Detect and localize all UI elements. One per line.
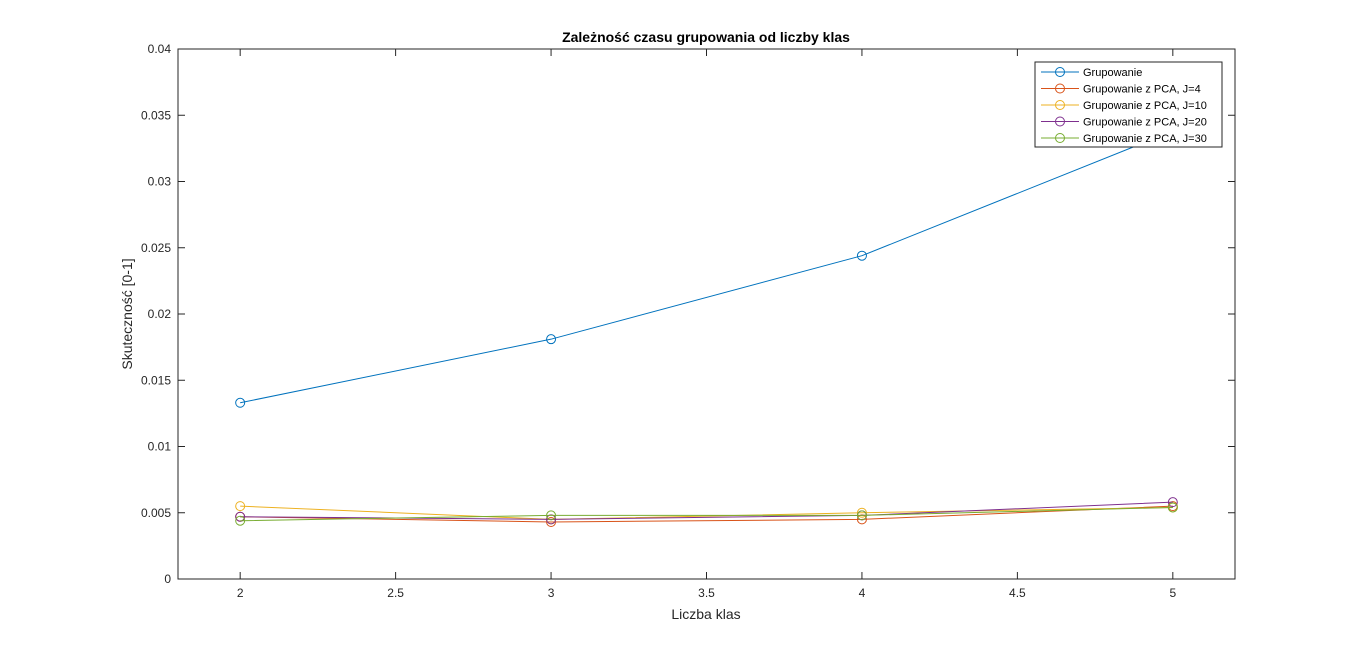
y-tick-label: 0.02 [148, 307, 172, 321]
y-tick-label: 0.015 [141, 373, 171, 387]
data-point [1167, 502, 1178, 513]
legend-swatch-marker [1055, 133, 1065, 143]
legend-item: Grupowanie z PCA, J=20 [1041, 116, 1207, 129]
x-tick-label: 2.5 [387, 586, 404, 600]
series-1 [235, 126, 1178, 408]
series-line [240, 505, 1173, 523]
series-layer [235, 126, 1178, 528]
legend-swatch-marker [1055, 83, 1065, 94]
data-point [235, 515, 246, 526]
data-point [546, 510, 557, 521]
legend-item: Grupowanie z PCA, J=30 [1041, 133, 1207, 145]
y-tick-label: 0 [164, 572, 171, 586]
data-point [856, 250, 867, 261]
x-axis: 2 2.5 3 3.5 4 4.5 5 [237, 49, 1176, 600]
y-tick-label: 0.035 [141, 108, 171, 122]
y-tick-label: 0.03 [148, 175, 172, 189]
legend-label: Grupowanie z PCA, J=30 [1083, 133, 1207, 145]
y-tick-label: 0.025 [141, 241, 171, 255]
data-point [546, 514, 557, 525]
series-5 [235, 502, 1178, 526]
data-point [856, 510, 867, 521]
legend-swatch-marker [1055, 116, 1065, 127]
x-tick-label: 3 [548, 586, 555, 600]
y-tick-label: 0.005 [141, 506, 171, 520]
y-tick-label: 0.04 [148, 42, 172, 56]
legend-items: Grupowanie Grupowanie z PCA, J=4 Grupowani… [1041, 67, 1207, 145]
data-point [1167, 497, 1178, 508]
x-tick-label: 2 [237, 586, 244, 600]
series-line [240, 130, 1174, 404]
legend: Grupowanie Grupowanie z PCA, J=4 Grupowani… [1034, 61, 1223, 148]
legend-label: Grupowanie z PCA, J=20 [1083, 117, 1207, 129]
data-point [235, 511, 246, 522]
data-point [546, 517, 557, 528]
series-line [240, 505, 1173, 520]
x-tick-label: 4.5 [1009, 586, 1026, 600]
y-axis-label: Skuteczność [0-1] [119, 258, 135, 369]
data-point [856, 514, 867, 525]
legend-label: Grupowanie z PCA, J=10 [1083, 100, 1207, 112]
y-axis: 0 0.005 0.01 0.015 0.02 0.025 0.03 0.035 0.04 [141, 42, 1235, 586]
legend-item: Grupowanie z PCA, J=10 [1041, 100, 1207, 112]
legend-swatch-marker [1055, 100, 1065, 110]
legend-swatch-marker [1055, 67, 1065, 77]
chart-title: Zależność czasu grupowania od liczby kla… [562, 29, 850, 45]
data-point [235, 501, 246, 512]
legend-item: Grupowanie [1041, 67, 1142, 79]
x-tick-label: 4 [859, 586, 866, 600]
data-point [235, 397, 246, 408]
series-line [240, 506, 1173, 522]
x-axis-label: Liczba klas [671, 606, 740, 622]
data-point [856, 507, 867, 518]
data-point [546, 334, 557, 345]
x-tick-label: 5 [1169, 586, 1176, 600]
x-tick-label: 3.5 [698, 586, 715, 600]
legend-label: Grupowanie z PCA, J=4 [1083, 84, 1201, 96]
y-tick-label: 0.01 [148, 440, 172, 454]
legend-item: Grupowanie z PCA, J=4 [1041, 83, 1201, 96]
legend-label: Grupowanie [1083, 67, 1142, 79]
